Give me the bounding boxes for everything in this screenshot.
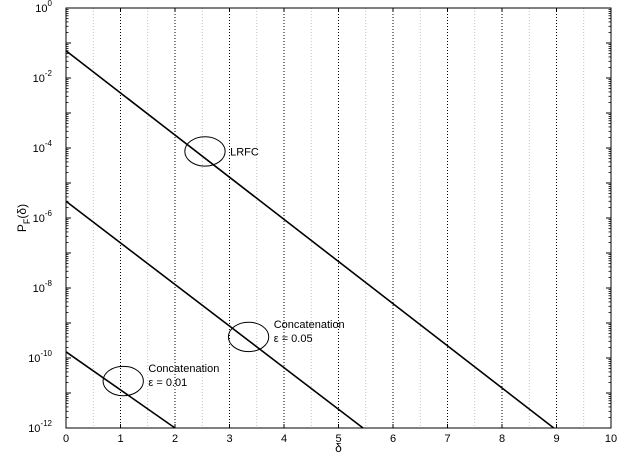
series-layer [65,50,555,429]
y-tick-label: 10-2 [33,69,53,85]
y-tick-label-exponent: -12 [40,419,52,428]
y-axis-label-main: P [15,224,29,232]
y-tick-label-exponent: 0 [48,0,53,8]
x-tick-label: 9 [553,433,559,445]
y-tick-label-exponent: -8 [45,279,53,288]
y-tick-label: 10-8 [33,279,53,295]
y-axis-label: PF(δ) [15,204,32,232]
annotation-label: LRFC [230,146,259,158]
y-tick-label-base: 10 [33,143,45,155]
y-axis-label-sub: F [22,218,32,224]
y-tick-label-base: 10 [35,3,47,15]
y-tick-label-exponent: -10 [40,349,52,358]
x-tick-label: 5 [335,433,341,445]
y-tick-label: 100 [35,0,52,15]
tick-layer: 0 1 2 3 4 5 6 7 8 9 1010010-210-410-610-810-1010-1… [28,0,617,445]
y-tick-label-base: 10 [33,73,45,85]
x-tick-label: 2 [172,433,178,445]
series-line [65,200,364,429]
annotation-label: Concatenation ε = 0.01 [148,363,219,389]
y-tick-label: 10-4 [33,139,53,155]
y-tick-label-exponent: -4 [45,139,53,148]
x-axis-label: δ [335,441,342,454]
annotation-line: ε = 0.01 [148,377,187,389]
annotation-ellipse [102,365,144,397]
x-tick-label: 6 [390,433,396,445]
y-tick-label: 10-10 [28,349,52,365]
y-tick-label: 10-6 [33,209,53,225]
annotation-layer: LRFC Concatenation ε = 0.05 Concatenation ε … [102,136,345,397]
y-tick-label-base: 10 [28,423,40,435]
x-tick-label: 1 [117,433,123,445]
annotation-ellipse [184,136,226,167]
y-tick-label-exponent: -6 [45,209,53,218]
y-tick-label-base: 10 [33,283,45,295]
x-tick-label: 10 [605,433,617,445]
annotation-ellipse [227,321,270,353]
annotation-line: ε = 0.05 [274,333,313,345]
y-tick-label-base: 10 [28,353,40,365]
annotation-line: Concatenation [148,363,219,375]
grid-layer [92,8,585,428]
annotation-line: LRFC [230,146,259,158]
x-tick-label: 7 [444,433,450,445]
series-line [65,351,176,429]
y-tick-label-exponent: -2 [45,69,53,78]
x-tick-label: 3 [226,433,232,445]
annotation-line: Concatenation [274,319,345,331]
x-tick-label: 0 [63,433,69,445]
annotation-label: Concatenation ε = 0.05 [274,319,345,345]
series-line [65,50,555,429]
y-tick-label-base: 10 [33,213,45,225]
x-tick-label: 8 [499,433,505,445]
y-axis-label-paren: (δ) [15,204,29,219]
x-tick-label: 4 [281,433,287,445]
y-tick-label: 10-12 [28,419,52,435]
